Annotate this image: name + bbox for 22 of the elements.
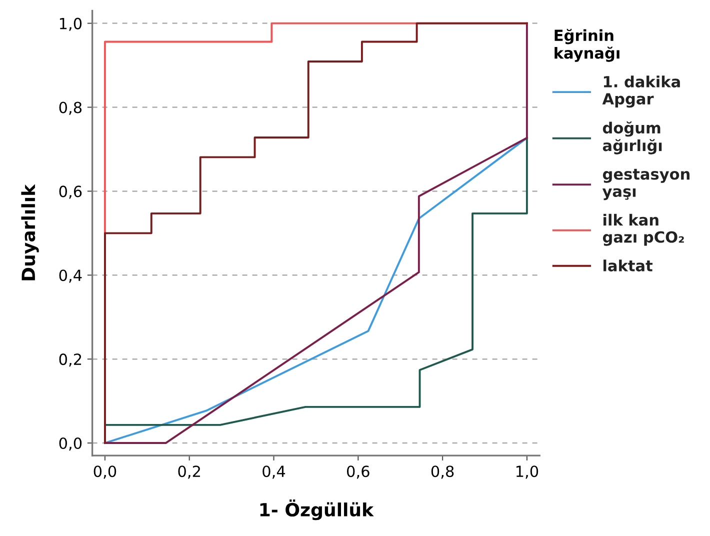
y-tick-label: 0,0	[59, 437, 82, 451]
y-axis-title: Duyarlılık	[21, 184, 39, 280]
legend-label: gestasyon yaşı	[602, 168, 690, 200]
line-series	[104, 22, 528, 444]
x-tick-label: 1,0	[516, 466, 538, 479]
x-tick-label: 0,2	[178, 466, 200, 479]
y-tick-label: 0,2	[59, 354, 82, 367]
x-axis-title: 1- Özgüllük	[260, 500, 374, 520]
line-series	[104, 136, 528, 444]
legend-label: laktat	[604, 260, 653, 272]
x-tick-label: 0,4	[262, 466, 286, 479]
x-tick-label: 0,0	[94, 466, 116, 479]
x-tick-label: 0,8	[431, 466, 454, 479]
legend-label: doğum ağırlığı	[602, 121, 662, 154]
y-tick-label: 0,6	[59, 186, 82, 199]
x-tick-label: 0,6	[347, 466, 370, 479]
y-tick-label: 0,4	[59, 270, 82, 283]
legend-label: 1. dakika Apgar	[602, 76, 680, 108]
y-tick-label: 0,8	[59, 102, 82, 115]
y-tick-label: 1,0	[60, 18, 82, 31]
legend-title: Eğrinin kaynağı	[554, 28, 620, 62]
legend-label: ilk kan gazı pCO₂	[602, 214, 684, 246]
